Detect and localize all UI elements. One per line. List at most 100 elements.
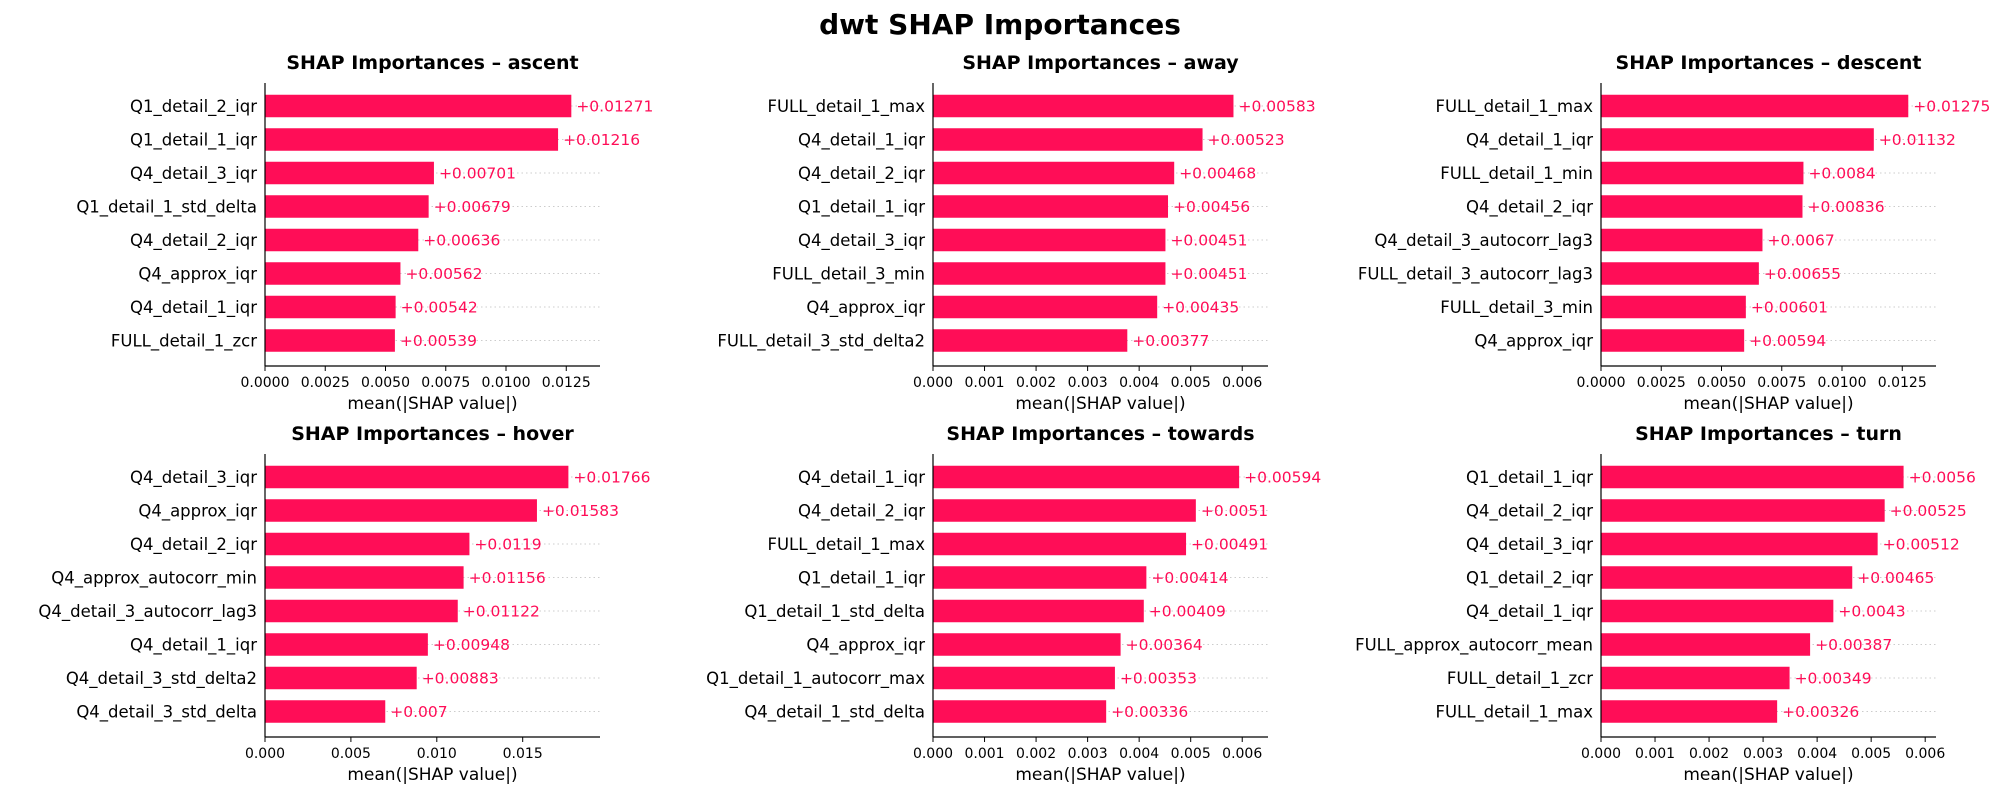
bar — [265, 499, 537, 522]
category-label: FULL_detail_1_max — [767, 97, 925, 117]
category-label: Q1_detail_1_iqr — [798, 198, 925, 218]
bar — [933, 195, 1169, 218]
bar — [1601, 262, 1759, 285]
value-label: +0.00883 — [422, 670, 499, 688]
category-label: Q4_detail_2_iqr — [1466, 198, 1593, 218]
bar — [1601, 161, 1804, 185]
value-label: +0.0051 — [1201, 502, 1268, 520]
category-label: Q1_detail_1_iqr — [1466, 468, 1593, 488]
bar — [933, 295, 1158, 319]
bar — [265, 195, 429, 218]
value-label: +0.00542 — [401, 299, 478, 317]
x-tick-label: 0.004 — [1119, 746, 1159, 762]
bar — [265, 94, 572, 118]
category-label: Q4_approx_iqr — [138, 502, 257, 522]
x-tick-label: 0.005 — [1171, 375, 1211, 391]
chart-title: SHAP Importances – away — [962, 52, 1239, 74]
value-label: +0.00636 — [423, 232, 500, 250]
x-tick-label: 0.006 — [1222, 746, 1262, 762]
bar — [933, 228, 1166, 252]
value-label: +0.00435 — [1162, 299, 1239, 317]
x-tick-label: 0.000 — [245, 746, 285, 762]
category-label: Q4_detail_3_autocorr_lag3 — [38, 602, 257, 622]
value-label: +0.01583 — [542, 502, 619, 520]
chart-title: SHAP Importances – turn — [1635, 423, 1902, 445]
category-label: Q4_detail_1_iqr — [130, 636, 257, 656]
x-tick-label: 0.0000 — [1577, 375, 1626, 391]
x-tick-label: 0.006 — [1905, 746, 1945, 762]
x-axis-label: mean(|SHAP value|) — [1015, 765, 1185, 785]
x-tick-label: 0.004 — [1119, 375, 1159, 391]
x-tick-label: 0.006 — [1222, 375, 1262, 391]
bar — [1601, 295, 1746, 319]
category-label: FULL_detail_3_std_delta2 — [717, 332, 925, 352]
category-label: Q1_detail_2_iqr — [130, 97, 257, 117]
x-tick-label: 0.005 — [1171, 746, 1211, 762]
category-label: Q4_detail_2_iqr — [798, 502, 925, 522]
x-tick-label: 0.002 — [1689, 746, 1729, 762]
bar — [265, 633, 428, 656]
bar — [933, 329, 1128, 352]
x-tick-label: 0.001 — [964, 746, 1004, 762]
value-label: +0.00414 — [1151, 569, 1228, 587]
bar — [1601, 128, 1874, 151]
bar — [933, 499, 1196, 522]
bar — [933, 161, 1175, 185]
category-label: FULL_detail_1_max — [1435, 703, 1593, 723]
x-tick-label: 0.0075 — [421, 375, 470, 391]
category-label: FULL_detail_3_autocorr_lag3 — [1358, 265, 1593, 285]
value-label: +0.00364 — [1126, 636, 1203, 654]
x-axis-label: mean(|SHAP value|) — [1683, 765, 1853, 785]
x-axis-label: mean(|SHAP value|) — [347, 394, 517, 414]
value-label: +0.01122 — [463, 603, 540, 621]
x-tick-label: 0.002 — [1016, 375, 1056, 391]
bar — [1601, 499, 1885, 522]
category-label: Q4_detail_3_std_delta2 — [66, 669, 257, 689]
chart-title: SHAP Importances – descent — [1616, 52, 1922, 74]
x-tick-label: 0.000 — [1581, 746, 1621, 762]
chart-title: SHAP Importances – hover — [291, 423, 574, 445]
value-label: +0.00326 — [1782, 703, 1859, 721]
category-label: FULL_detail_3_min — [1440, 298, 1593, 318]
category-label: FULL_detail_1_zcr — [1447, 669, 1593, 689]
category-label: Q4_approx_iqr — [138, 265, 257, 285]
value-label: +0.0119 — [474, 536, 541, 554]
chart-title: SHAP Importances – towards — [946, 423, 1254, 445]
x-tick-label: 0.000 — [913, 746, 953, 762]
x-tick-label: 0.003 — [1743, 746, 1783, 762]
bar — [933, 128, 1203, 151]
x-tick-label: 0.0000 — [241, 375, 290, 391]
category-label: Q4_detail_1_std_delta — [744, 703, 925, 723]
category-label: Q4_detail_3_iqr — [1466, 535, 1593, 555]
category-label: Q4_detail_3_iqr — [130, 164, 257, 184]
figure-title: dwt SHAP Importances — [819, 8, 1181, 41]
value-label: +0.00465 — [1857, 569, 1934, 587]
bar — [1601, 666, 1790, 690]
value-label: +0.00451 — [1170, 265, 1247, 283]
value-label: +0.00539 — [400, 332, 477, 350]
bar — [1601, 195, 1803, 218]
bar — [933, 666, 1115, 690]
category-label: Q4_detail_2_iqr — [130, 231, 257, 251]
value-label: +0.00562 — [405, 265, 482, 283]
bar — [1601, 94, 1909, 118]
x-tick-label: 0.000 — [913, 375, 953, 391]
bar — [265, 532, 470, 556]
value-label: +0.01156 — [469, 569, 546, 587]
value-label: +0.00349 — [1795, 670, 1872, 688]
bar — [265, 262, 401, 285]
bar — [1601, 532, 1878, 556]
bar — [265, 465, 569, 489]
value-label: +0.00336 — [1111, 703, 1188, 721]
bar — [933, 633, 1121, 656]
bar — [265, 566, 464, 589]
category-label: Q4_detail_2_iqr — [130, 535, 257, 555]
bar — [1601, 329, 1745, 352]
category-label: Q1_detail_1_autocorr_max — [706, 669, 925, 689]
bar — [933, 700, 1107, 723]
category-label: Q4_approx_autocorr_min — [51, 569, 257, 589]
value-label: +0.00409 — [1149, 603, 1226, 621]
value-label: +0.00525 — [1890, 502, 1967, 520]
value-label: +0.0043 — [1838, 603, 1905, 621]
